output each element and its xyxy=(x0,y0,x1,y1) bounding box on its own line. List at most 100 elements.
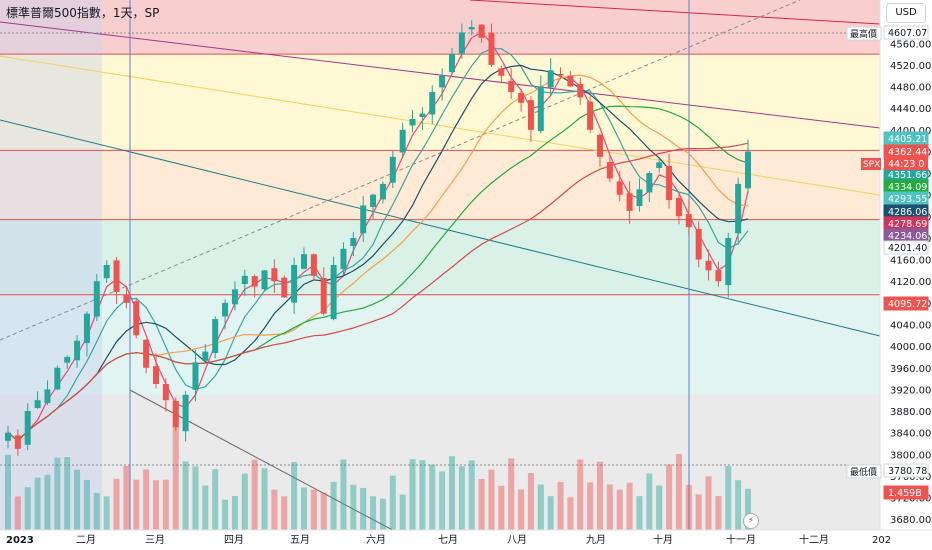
volume-bar xyxy=(261,468,268,530)
fib-band xyxy=(0,54,880,151)
price-tag-label: 4201.40 xyxy=(888,243,927,254)
volume-bar xyxy=(172,426,179,530)
volume-bar xyxy=(5,454,11,530)
time-tick-label: 三月 xyxy=(145,534,165,546)
volume-bar xyxy=(271,489,278,530)
candle-body xyxy=(725,237,732,286)
candle-body xyxy=(399,129,406,153)
volume-bar xyxy=(251,459,258,530)
volume-bar xyxy=(675,454,682,530)
volume-bar xyxy=(83,479,90,530)
candle-body xyxy=(557,73,564,76)
volume-bar xyxy=(488,469,495,530)
candle-body xyxy=(389,156,396,183)
price-tick-label: 3680.00 xyxy=(890,515,931,526)
price-tag-label: 3780.78 xyxy=(888,466,927,477)
candle-body xyxy=(123,294,130,303)
volume-bar xyxy=(399,494,406,530)
price-tick-label: 3920.00 xyxy=(890,385,931,396)
candle-body xyxy=(202,351,209,361)
candle-body xyxy=(537,86,544,131)
lightning-icon[interactable]: ⚡ xyxy=(743,513,759,529)
currency-button[interactable]: USD xyxy=(886,3,926,23)
candle-body xyxy=(498,68,505,76)
volume-bar xyxy=(64,456,71,530)
candle-body xyxy=(715,270,722,282)
price-tag-label: 4607.07 xyxy=(888,28,927,39)
volume-bar xyxy=(44,474,51,530)
candle-body xyxy=(271,268,278,282)
volume-bar xyxy=(458,466,465,530)
fib-band xyxy=(0,394,880,530)
candle-body xyxy=(468,27,475,30)
price-tag-label: 4095.72 xyxy=(888,299,927,310)
price-tick-label: 4040.00 xyxy=(890,320,931,331)
candle-body xyxy=(478,24,485,38)
volume-bar xyxy=(350,484,357,530)
volume-bar xyxy=(133,479,140,530)
candle-body xyxy=(518,93,525,103)
candle-body xyxy=(458,32,465,54)
fib-band xyxy=(0,219,880,295)
volume-bar xyxy=(616,489,623,530)
candle-body xyxy=(626,193,633,211)
candle-body xyxy=(310,254,317,276)
volume-bar xyxy=(468,460,475,530)
volume-bar xyxy=(34,477,41,530)
candle-body xyxy=(439,75,446,88)
trend-line xyxy=(129,389,431,550)
volume-bar xyxy=(567,497,574,530)
candle-body xyxy=(44,389,51,404)
spx-tag-label: SPX xyxy=(863,160,880,170)
fib-band xyxy=(0,0,880,55)
volume-bar xyxy=(143,469,150,530)
price-tick-label: 4400.00 xyxy=(890,126,931,137)
time-tick-label: 五月 xyxy=(290,534,310,546)
volume-bar xyxy=(340,459,347,530)
spx-price-label: 44:23 0 xyxy=(888,159,924,170)
candle-body xyxy=(301,254,307,269)
candle-body xyxy=(172,400,179,428)
volume-bar xyxy=(162,479,169,530)
fib-band xyxy=(0,0,102,530)
volume-bar xyxy=(330,481,337,530)
time-tick-label: 十二月 xyxy=(799,533,829,546)
volume-bar xyxy=(93,493,100,530)
volume-bar xyxy=(281,496,288,530)
candle-body xyxy=(636,189,643,207)
chart-title: 標準普爾500指數，1天，SP xyxy=(6,6,160,20)
candle-body xyxy=(34,400,41,408)
volume-bar xyxy=(389,475,396,530)
price-tick-label: 3880.00 xyxy=(890,407,931,418)
price-tag-label: 4334.09 xyxy=(888,182,927,193)
low-label-box xyxy=(846,464,882,479)
price-tick-label: 4000.00 xyxy=(890,342,931,353)
candle-body xyxy=(587,101,594,130)
volume-bar xyxy=(725,466,732,530)
fib-band xyxy=(0,150,880,220)
candle-body xyxy=(222,302,229,317)
volume-bar xyxy=(123,465,130,530)
time-tick-label: 202 xyxy=(872,535,891,546)
volume-bar xyxy=(547,496,554,530)
candle-body xyxy=(577,83,584,98)
high-label: 最高價 xyxy=(850,28,877,40)
price-tick-label: 4160.00 xyxy=(890,256,931,267)
candle-body xyxy=(429,91,436,115)
volume-bar xyxy=(24,487,31,530)
time-tick-label: 十月 xyxy=(653,533,673,546)
moving-average-line xyxy=(7,142,749,442)
price-tick-label: 3960.00 xyxy=(890,364,931,375)
candle-body xyxy=(143,339,150,368)
candle-body xyxy=(606,161,613,179)
trend-line xyxy=(0,0,801,341)
volume-bar xyxy=(192,466,199,530)
volume-bar xyxy=(478,478,485,530)
candle-body xyxy=(379,183,386,200)
price-tick-label: 4120.00 xyxy=(890,277,931,288)
time-axis[interactable]: 2023 二月 三月 四月 五月 六月 七月 八月 九月 十月 十一月 十二月 202 xyxy=(0,529,932,550)
volume-bar xyxy=(360,487,367,530)
time-tick-label: 七月 xyxy=(438,534,458,546)
volume-bar xyxy=(606,484,613,530)
